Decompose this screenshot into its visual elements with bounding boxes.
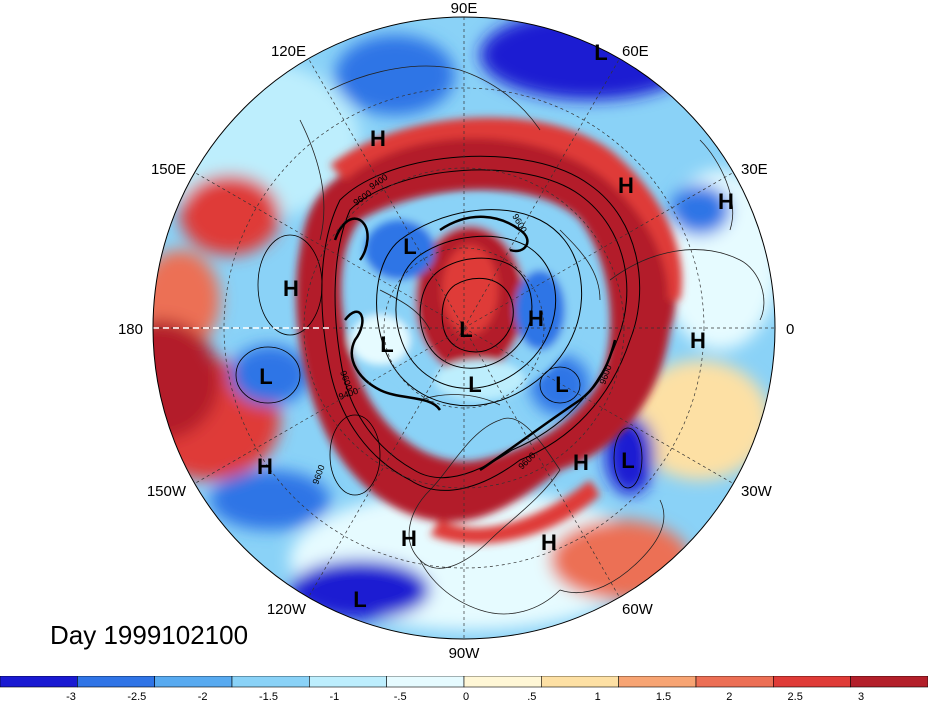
colorbar-swatch bbox=[77, 676, 155, 688]
high-center: H bbox=[283, 276, 299, 301]
high-center: H bbox=[718, 189, 734, 214]
low-center: L bbox=[380, 332, 393, 357]
low-center: L bbox=[353, 587, 366, 612]
high-center: H bbox=[370, 126, 386, 151]
colorbar-swatch bbox=[463, 676, 542, 688]
colorbar-swatch bbox=[541, 676, 619, 688]
longitude-labels: 90E 60E 30E 0 30W 60W 90W 120W 150W 180 … bbox=[118, 0, 794, 662]
lon-label-60w: 60W bbox=[622, 601, 654, 618]
colorbar-swatch bbox=[231, 676, 310, 688]
high-center: H bbox=[541, 530, 557, 555]
colorbar-tick-label: 1 bbox=[595, 691, 601, 702]
low-center: L bbox=[259, 364, 272, 389]
high-center: H bbox=[618, 173, 634, 198]
high-center: H bbox=[528, 306, 544, 331]
low-center: L bbox=[594, 40, 607, 65]
low-center: L bbox=[468, 372, 481, 397]
low-center: L bbox=[555, 372, 568, 397]
colorbar-swatch bbox=[154, 676, 233, 688]
lon-label-150w: 150W bbox=[147, 483, 187, 500]
high-center: H bbox=[690, 328, 706, 353]
high-center: H bbox=[257, 454, 273, 479]
lon-label-30w: 30W bbox=[741, 483, 773, 500]
colorbar: -3 -2.5 -2 -1.5 -1 -.5 0 .5 1 1.5 2 2.5 3 bbox=[0, 676, 928, 702]
colorbar-tick-label: 0 bbox=[463, 691, 469, 702]
low-center: L bbox=[621, 448, 634, 473]
lon-label-120e: 120E bbox=[271, 43, 306, 60]
colorbar-tick-label: -1 bbox=[329, 691, 339, 702]
pressure-centers: L H H H L H L H L L L H L H H L H H L bbox=[257, 40, 734, 612]
colorbar-swatch bbox=[309, 676, 387, 688]
map-boundary bbox=[152, 16, 776, 640]
colorbar-swatch bbox=[0, 676, 78, 688]
colorbar-swatch bbox=[618, 676, 697, 688]
lon-label-0: 0 bbox=[786, 321, 794, 338]
colorbar-swatch bbox=[386, 676, 465, 688]
colorbar-swatch bbox=[695, 676, 774, 688]
colorbar-ticks: -3 -2.5 -2 -1.5 -1 -.5 0 .5 1 1.5 2 2.5 3 bbox=[66, 691, 864, 702]
colorbar-tick-label: -1.5 bbox=[259, 691, 278, 702]
lon-label-90e: 90E bbox=[451, 0, 478, 17]
height-contours bbox=[235, 155, 643, 496]
colorbar-tick-label: -2.5 bbox=[127, 691, 146, 702]
low-center: L bbox=[459, 317, 472, 342]
colorbar-swatch bbox=[850, 676, 928, 688]
anomaly-field bbox=[153, 17, 775, 639]
colorbar-swatch bbox=[773, 676, 851, 688]
day-label: Day 1999102100 bbox=[50, 620, 249, 650]
lon-label-120w: 120W bbox=[267, 601, 307, 618]
colorbar-swatches bbox=[0, 676, 928, 688]
colorbar-tick-label: 1.5 bbox=[656, 691, 671, 702]
lon-label-180: 180 bbox=[118, 321, 143, 338]
colorbar-tick-label: -2 bbox=[198, 691, 208, 702]
colorbar-tick-label: -3 bbox=[66, 691, 76, 702]
colorbar-tick-label: 2.5 bbox=[788, 691, 803, 702]
colorbar-tick-label: .5 bbox=[527, 691, 536, 702]
colorbar-tick-label: -.5 bbox=[394, 691, 407, 702]
high-center: H bbox=[401, 526, 417, 551]
colorbar-tick-label: 3 bbox=[858, 691, 864, 702]
high-center: H bbox=[573, 450, 589, 475]
lon-label-90w: 90W bbox=[449, 645, 481, 662]
lon-label-150e: 150E bbox=[151, 161, 186, 178]
lon-label-60e: 60E bbox=[622, 43, 649, 60]
colorbar-tick-label: 2 bbox=[726, 691, 732, 702]
low-center: L bbox=[403, 234, 416, 259]
lon-label-30e: 30E bbox=[741, 161, 768, 178]
